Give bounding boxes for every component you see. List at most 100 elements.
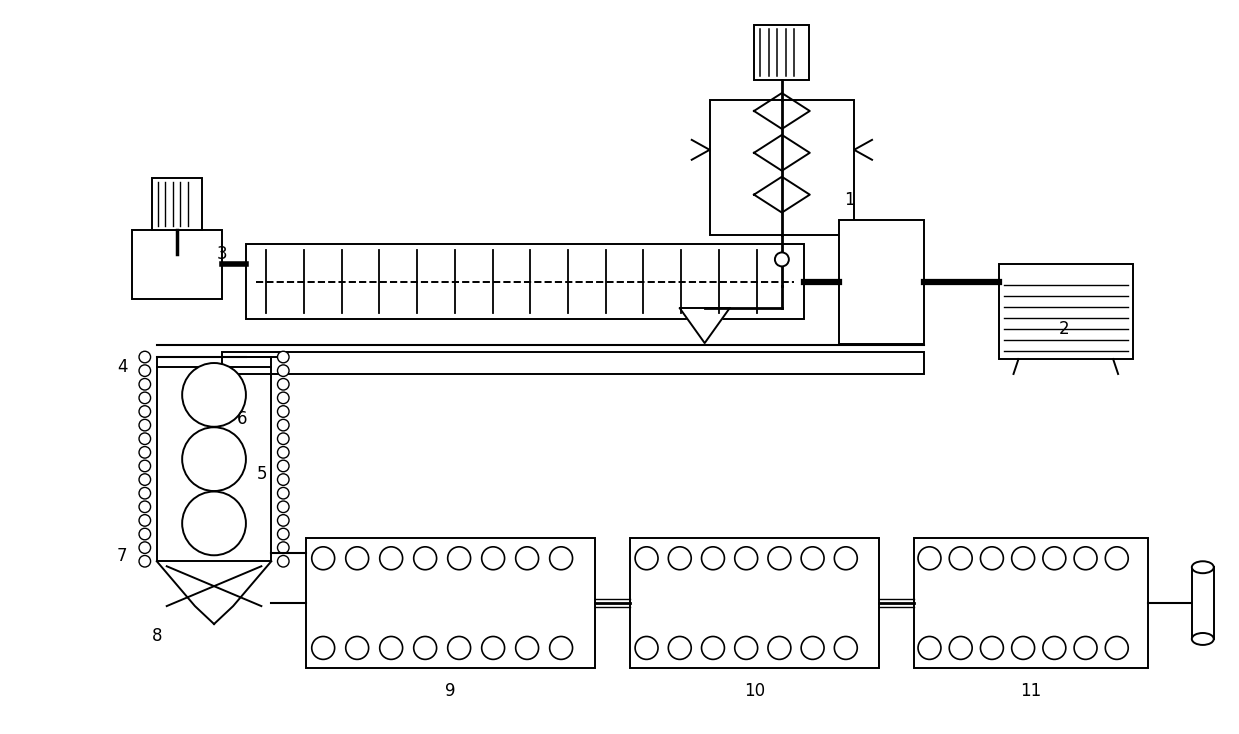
Bar: [629, 538, 878, 668]
Circle shape: [918, 636, 940, 659]
Circle shape: [312, 547, 335, 570]
Circle shape: [182, 427, 245, 491]
Circle shape: [278, 556, 289, 567]
Circle shape: [278, 352, 289, 363]
Circle shape: [379, 636, 403, 659]
Circle shape: [278, 379, 289, 390]
Text: 7: 7: [116, 548, 128, 565]
Circle shape: [834, 636, 857, 659]
Circle shape: [278, 433, 289, 445]
Circle shape: [139, 406, 151, 417]
Circle shape: [278, 365, 289, 377]
Circle shape: [768, 547, 790, 570]
Circle shape: [278, 446, 289, 458]
Circle shape: [278, 392, 289, 404]
Text: 4: 4: [116, 358, 128, 376]
Circle shape: [1012, 547, 1035, 570]
Circle shape: [515, 636, 539, 659]
Text: 3: 3: [217, 245, 227, 264]
Text: 6: 6: [237, 410, 247, 428]
Circle shape: [701, 547, 725, 570]
Circle shape: [139, 515, 151, 526]
Bar: [247, 244, 804, 319]
Circle shape: [482, 547, 504, 570]
Bar: [151, 178, 202, 230]
Circle shape: [949, 636, 973, 659]
Circle shape: [278, 406, 289, 417]
Circle shape: [550, 547, 572, 570]
Text: 5: 5: [256, 465, 266, 482]
Circle shape: [774, 252, 789, 266]
Circle shape: [182, 363, 245, 426]
Circle shape: [139, 392, 151, 404]
Circle shape: [312, 636, 335, 659]
Circle shape: [447, 636, 471, 659]
Circle shape: [768, 636, 790, 659]
Circle shape: [139, 501, 151, 512]
Text: 8: 8: [151, 627, 162, 645]
Bar: [710, 100, 854, 234]
Circle shape: [139, 556, 151, 567]
Bar: [755, 25, 809, 80]
Circle shape: [482, 636, 504, 659]
Circle shape: [735, 547, 757, 570]
Circle shape: [1043, 636, 1066, 659]
Circle shape: [447, 547, 471, 570]
Circle shape: [636, 636, 658, 659]
Circle shape: [980, 636, 1004, 659]
Bar: [1192, 567, 1214, 639]
Circle shape: [636, 547, 658, 570]
Bar: [131, 230, 222, 299]
Circle shape: [802, 547, 824, 570]
Circle shape: [346, 636, 369, 659]
Circle shape: [139, 446, 151, 458]
Circle shape: [278, 460, 289, 472]
Bar: [914, 538, 1149, 668]
Circle shape: [834, 547, 857, 570]
Circle shape: [668, 547, 691, 570]
Circle shape: [139, 365, 151, 377]
Circle shape: [1105, 636, 1129, 659]
Circle shape: [918, 547, 940, 570]
Circle shape: [980, 547, 1004, 570]
Circle shape: [1074, 636, 1097, 659]
Circle shape: [139, 379, 151, 390]
Circle shape: [139, 352, 151, 363]
Circle shape: [278, 419, 289, 431]
Circle shape: [1043, 547, 1066, 570]
Circle shape: [346, 547, 369, 570]
Circle shape: [278, 501, 289, 512]
Circle shape: [949, 547, 973, 570]
Circle shape: [278, 473, 289, 485]
Text: 2: 2: [1058, 320, 1069, 338]
Circle shape: [139, 473, 151, 485]
Circle shape: [1012, 636, 1035, 659]
Text: 10: 10: [743, 682, 764, 700]
Circle shape: [515, 547, 539, 570]
Circle shape: [139, 419, 151, 431]
Ellipse shape: [1192, 633, 1214, 645]
Circle shape: [139, 460, 151, 472]
Polygon shape: [680, 308, 730, 343]
Bar: [306, 538, 595, 668]
Circle shape: [735, 636, 757, 659]
Circle shape: [182, 492, 245, 556]
Bar: [222, 352, 924, 374]
Text: 1: 1: [844, 191, 855, 208]
Circle shape: [278, 542, 289, 553]
Circle shape: [1074, 547, 1097, 570]
Circle shape: [139, 487, 151, 499]
Circle shape: [139, 433, 151, 445]
Circle shape: [278, 515, 289, 526]
Circle shape: [802, 636, 824, 659]
Circle shape: [414, 547, 436, 570]
Circle shape: [278, 487, 289, 499]
Bar: [839, 219, 924, 344]
Ellipse shape: [1192, 562, 1214, 573]
Circle shape: [701, 636, 725, 659]
Bar: [157, 357, 271, 562]
Circle shape: [550, 636, 572, 659]
Circle shape: [278, 528, 289, 539]
Circle shape: [379, 547, 403, 570]
Circle shape: [139, 542, 151, 553]
